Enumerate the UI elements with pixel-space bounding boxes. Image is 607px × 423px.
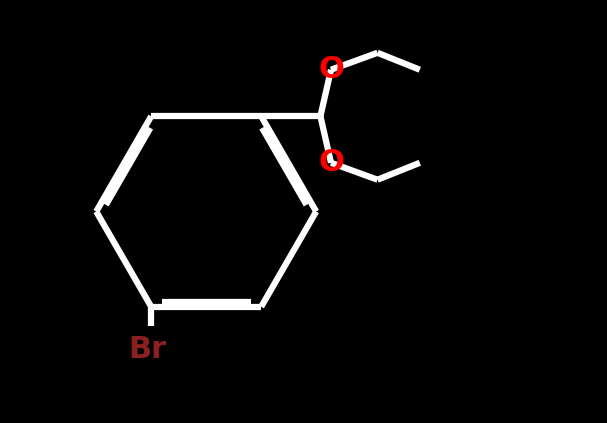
Text: Br: Br	[128, 335, 166, 363]
Text: O: O	[318, 55, 344, 84]
Text: O: O	[318, 148, 344, 177]
